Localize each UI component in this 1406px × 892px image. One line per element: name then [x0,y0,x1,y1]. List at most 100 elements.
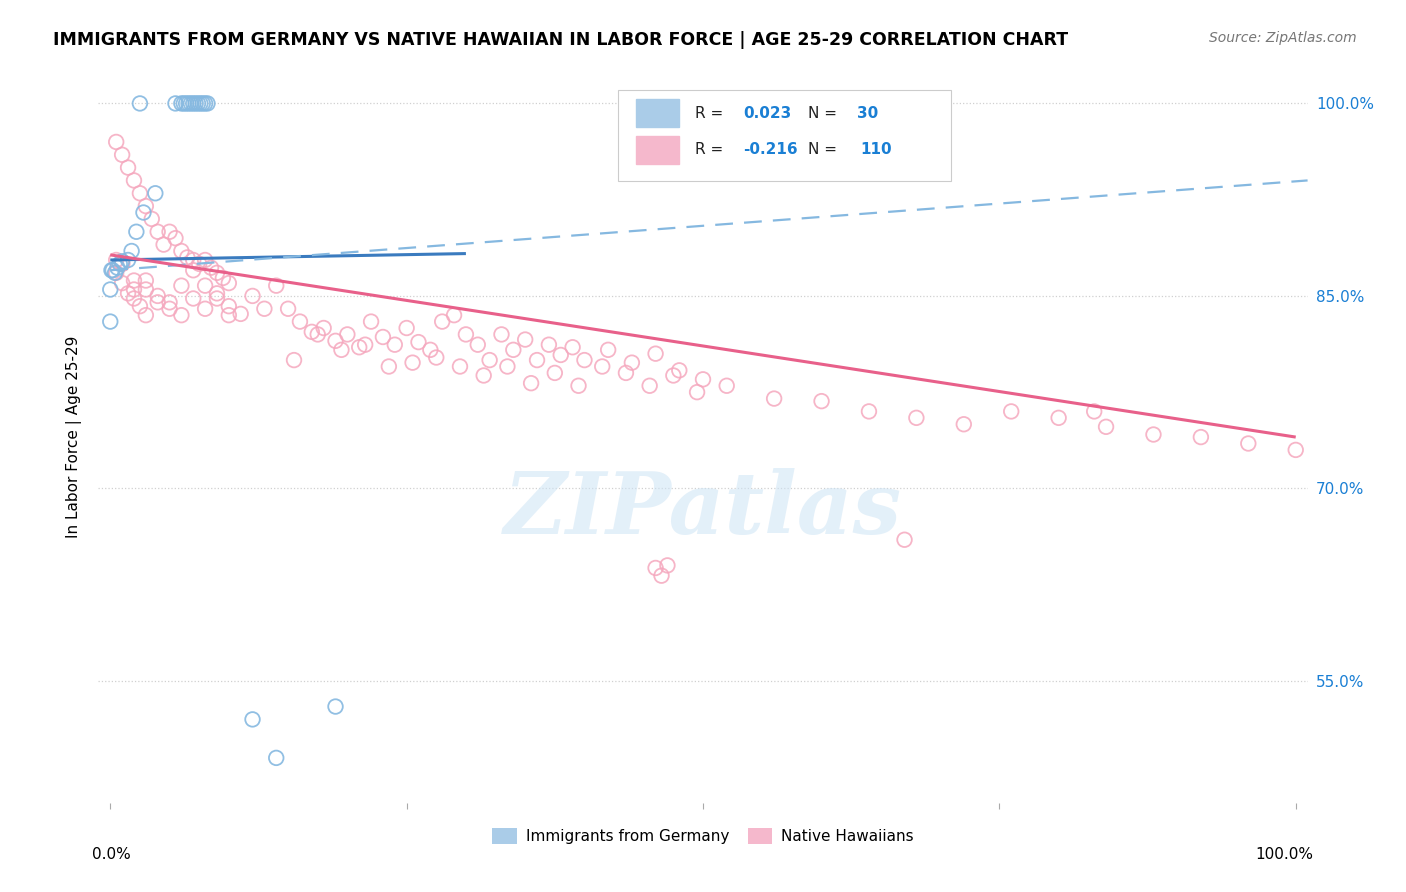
Point [129,186,152,201]
Point [170,96,193,111]
Point [218,299,240,313]
Point [146,289,169,303]
Point [101,263,124,277]
Point [187,96,209,111]
Point [1095,419,1118,434]
Point [117,161,139,175]
Point [515,333,537,347]
Point [177,96,200,111]
Text: 0.0%: 0.0% [93,847,131,862]
Point [432,315,454,329]
Point [194,301,217,316]
Point [307,327,329,342]
Point [561,340,583,354]
Point [686,385,709,400]
Point [165,96,187,111]
Point [858,404,880,418]
Point [111,257,134,271]
Point [449,359,471,374]
Point [384,337,406,351]
Point [98,283,121,297]
Point [395,321,418,335]
Point [312,321,335,335]
Point [205,266,228,280]
Point [692,372,714,386]
Point [146,225,169,239]
Point [253,301,276,316]
Point [620,356,643,370]
FancyBboxPatch shape [637,136,679,163]
Point [496,359,519,374]
Point [662,368,685,383]
Point [638,378,661,392]
Point [184,96,207,111]
Point [152,237,174,252]
Point [143,186,166,201]
Point [181,292,204,306]
Point [105,252,128,267]
Point [135,199,157,213]
Text: -0.216: -0.216 [742,142,797,157]
Text: R =: R = [695,142,723,157]
Point [205,292,228,306]
Point [810,394,832,409]
Point [763,392,786,406]
Point [170,278,193,293]
FancyBboxPatch shape [619,90,950,181]
Point [1047,410,1070,425]
Point [454,327,477,342]
Point [117,252,139,267]
Point [218,308,240,322]
Point [146,295,169,310]
Point [336,327,359,342]
Point [1083,404,1105,418]
Point [242,289,264,303]
Point [264,278,287,293]
Point [1189,430,1212,444]
Point [526,353,548,368]
Point [544,366,567,380]
Point [135,283,157,297]
Point [170,308,193,322]
Text: ZIPatlas: ZIPatlas [503,468,903,552]
Point [135,273,157,287]
Point [905,410,928,425]
Point [173,96,195,111]
FancyBboxPatch shape [637,99,679,127]
Text: N =: N = [808,142,837,157]
Point [264,751,287,765]
Point [121,244,143,258]
Legend: Immigrants from Germany, Native Hawaiians: Immigrants from Germany, Native Hawaiian… [486,822,920,850]
Point [191,96,214,111]
Text: 110: 110 [860,142,891,157]
Point [194,96,217,111]
Point [105,266,128,280]
Point [181,263,204,277]
Point [952,417,974,432]
Point [491,327,513,342]
Point [122,173,145,187]
Point [425,351,447,365]
Point [283,353,305,368]
Point [893,533,915,547]
Text: 100.0%: 100.0% [1256,847,1313,862]
Point [478,353,501,368]
Point [188,257,211,271]
Point [132,205,155,219]
Text: 30: 30 [856,105,877,120]
Point [574,353,596,368]
Point [472,368,495,383]
Point [111,148,134,162]
Point [325,334,347,348]
Point [111,254,134,268]
Point [614,366,637,380]
Point [288,315,311,329]
Point [537,337,560,351]
Text: 0.023: 0.023 [742,105,792,120]
Point [347,340,370,354]
Point [125,225,148,239]
Point [170,244,193,258]
Point [180,96,202,111]
Point [104,266,127,280]
Point [330,343,353,357]
